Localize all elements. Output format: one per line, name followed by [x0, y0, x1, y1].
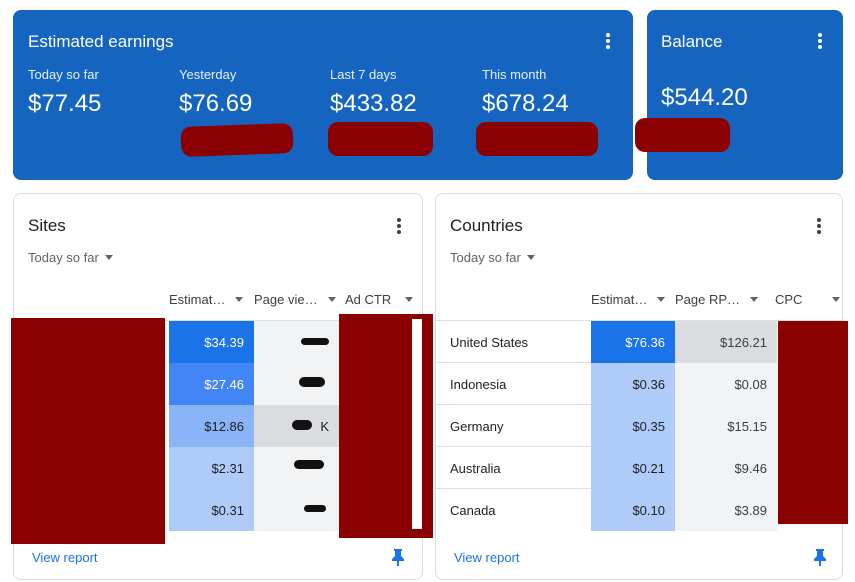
metric-label: Today so far — [28, 67, 99, 82]
redaction-mark — [328, 122, 433, 156]
rpm-cell: $126.21 — [675, 321, 777, 363]
dropdown-caret-icon — [750, 297, 759, 302]
card-title: Sites — [28, 216, 66, 235]
dropdown-caret-icon — [405, 297, 414, 302]
earnings-cell: $2.31 — [169, 447, 254, 489]
country-name: Indonesia — [450, 376, 507, 392]
row-divider — [14, 320, 424, 321]
pin-icon[interactable] — [390, 548, 406, 566]
column-header-earnings[interactable]: Estimat… — [169, 292, 244, 307]
dropdown-caret-icon — [832, 297, 841, 302]
row-divider — [436, 404, 591, 405]
column-header-pageviews[interactable]: Page vie… — [254, 292, 336, 307]
earnings-cell: $0.36 — [591, 363, 675, 405]
metric-label: This month — [482, 67, 547, 82]
card-title: Balance — [661, 32, 723, 51]
row-divider — [436, 320, 844, 321]
rpm-cell: $15.15 — [675, 405, 777, 447]
card-title: Countries — [450, 216, 523, 235]
dropdown-caret-icon — [104, 255, 113, 260]
earnings-cell: $0.21 — [591, 447, 675, 489]
period-label: Today so far — [450, 250, 521, 265]
rpm-cell: $0.08 — [675, 363, 777, 405]
redaction-scribble — [292, 420, 312, 430]
earnings-cell: $0.31 — [169, 489, 254, 531]
metric-value: $433.82 — [330, 90, 417, 117]
view-report-link[interactable]: View report — [454, 550, 520, 565]
balance-card: Balance $544.20 — [635, 10, 843, 180]
earnings-cell: $0.35 — [591, 405, 675, 447]
redaction-mark — [180, 123, 294, 157]
country-name: Australia — [450, 460, 501, 476]
sites-card: Sites Today so far Estimat… Page vie… Ad… — [11, 193, 433, 580]
more-vert-icon[interactable] — [810, 31, 830, 51]
metric-value: $76.69 — [179, 90, 253, 117]
period-dropdown[interactable]: Today so far — [28, 250, 113, 265]
row-divider — [436, 362, 591, 363]
earnings-cell: $12.86 — [169, 405, 254, 447]
pageviews-cell — [254, 363, 339, 405]
row-divider — [436, 488, 591, 489]
country-name: Canada — [450, 502, 496, 518]
redacted-site-names — [11, 318, 165, 544]
pageviews-suffix: K — [320, 418, 329, 434]
metric-value: $77.45 — [28, 90, 102, 117]
redaction-scribble — [299, 377, 325, 387]
metric-label: Yesterday — [179, 67, 237, 82]
country-name: United States — [450, 334, 529, 350]
more-vert-icon[interactable] — [809, 216, 829, 236]
earnings-cell: $27.46 — [169, 363, 254, 405]
country-name: Germany — [450, 418, 504, 434]
dropdown-caret-icon — [526, 255, 535, 260]
earnings-cell: $34.39 — [169, 321, 254, 363]
more-vert-icon[interactable] — [598, 31, 618, 51]
estimated-earnings-card: Estimated earnings Today so far $77.45 Y… — [13, 10, 633, 180]
column-header-cpc[interactable]: CPC — [775, 292, 841, 307]
earnings-cell: $0.10 — [591, 489, 675, 531]
pin-icon[interactable] — [812, 548, 828, 566]
balance-value: $544.20 — [661, 84, 748, 111]
redaction-scribble — [301, 338, 329, 345]
redaction-mark — [476, 122, 598, 156]
dropdown-caret-icon — [657, 297, 666, 302]
redacted-cpc-column — [778, 321, 848, 524]
metric-value: $678.24 — [482, 90, 569, 117]
redaction-scribble — [294, 460, 324, 469]
redaction-scribble — [304, 505, 326, 512]
row-divider — [436, 446, 591, 447]
view-report-link[interactable]: View report — [32, 550, 98, 565]
more-vert-icon[interactable] — [389, 216, 409, 236]
countries-card: Countries Today so far Estimat… Page RP…… — [435, 193, 848, 580]
redaction-outline — [412, 319, 422, 529]
column-header-rpm[interactable]: Page RP… — [675, 292, 759, 307]
column-header-earnings[interactable]: Estimat… — [591, 292, 666, 307]
card-title: Estimated earnings — [28, 32, 174, 51]
metric-label: Last 7 days — [330, 67, 397, 82]
earnings-cell: $76.36 — [591, 321, 675, 363]
period-dropdown[interactable]: Today so far — [450, 250, 535, 265]
redaction-mark — [635, 118, 730, 152]
period-label: Today so far — [28, 250, 99, 265]
rpm-cell: $3.89 — [675, 489, 777, 531]
rpm-cell: $9.46 — [675, 447, 777, 489]
column-header-ctr[interactable]: Ad CTR — [345, 292, 414, 307]
pageviews-cell — [254, 489, 339, 531]
dropdown-caret-icon — [327, 297, 336, 302]
dropdown-caret-icon — [235, 297, 244, 302]
